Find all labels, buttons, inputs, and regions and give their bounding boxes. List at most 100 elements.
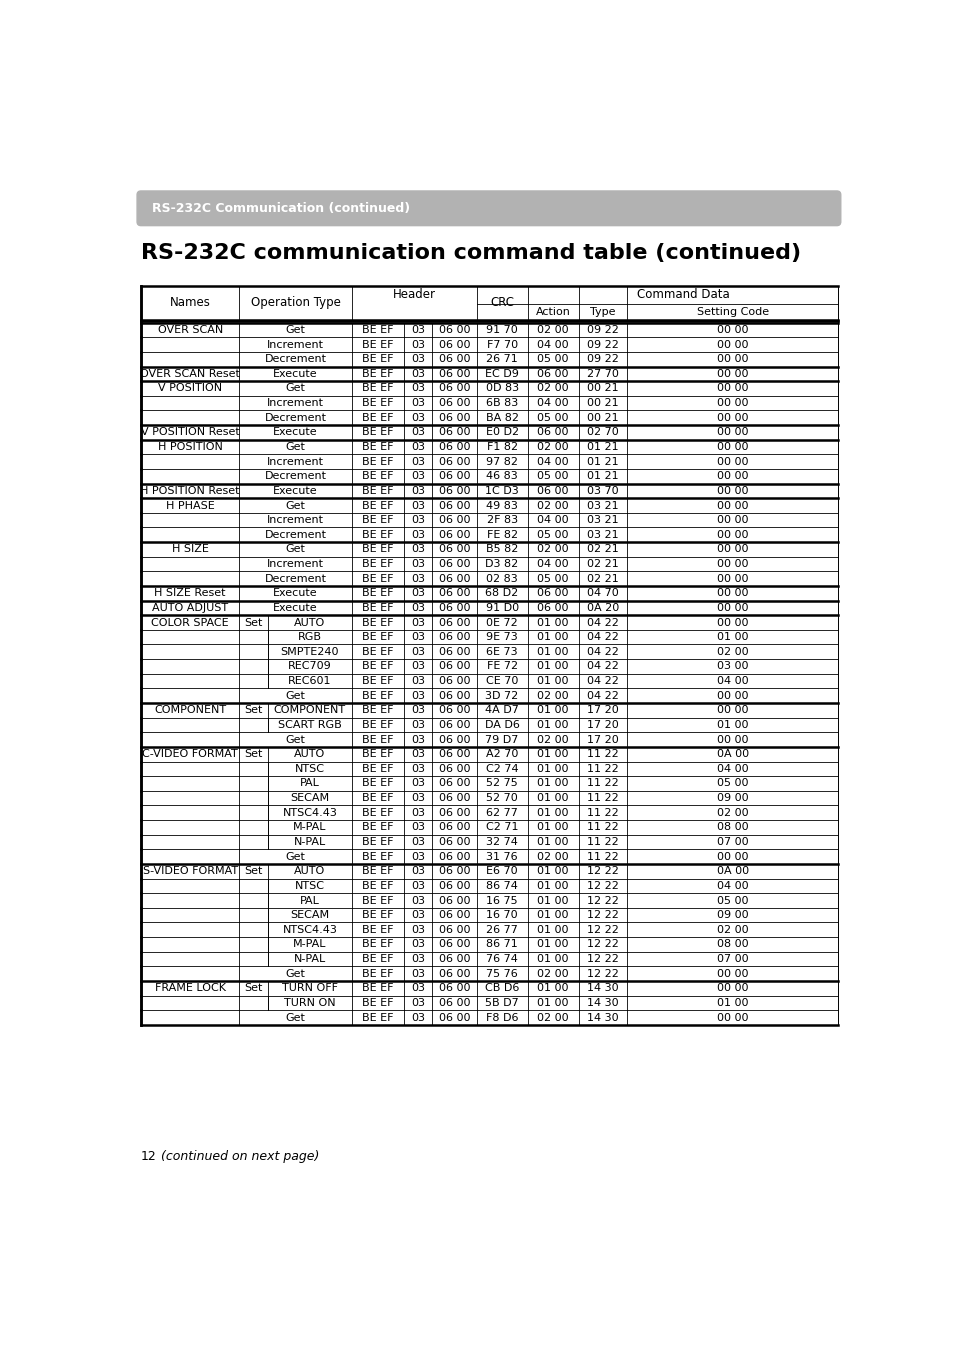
Text: Increment: Increment	[267, 515, 324, 525]
Text: 03: 03	[411, 895, 425, 906]
Text: 02 00: 02 00	[537, 852, 569, 861]
Text: 6B 83: 6B 83	[485, 398, 517, 408]
Text: Decrement: Decrement	[264, 574, 326, 584]
Text: 14 30: 14 30	[586, 983, 618, 994]
Text: 17 20: 17 20	[586, 705, 618, 715]
Text: H SIZE Reset: H SIZE Reset	[154, 588, 226, 598]
Text: 06 00: 06 00	[438, 428, 470, 437]
Text: 04 00: 04 00	[537, 340, 569, 349]
Text: S-VIDEO FORMAT: S-VIDEO FORMAT	[142, 867, 237, 876]
Text: Execute: Execute	[273, 603, 317, 613]
Text: Increment: Increment	[267, 559, 324, 569]
Text: 06 00: 06 00	[438, 779, 470, 788]
Text: 01 00: 01 00	[537, 895, 568, 906]
Text: 03 21: 03 21	[586, 515, 618, 525]
Text: 00 00: 00 00	[716, 603, 747, 613]
Text: 08 00: 08 00	[716, 940, 748, 949]
Text: CE 70: CE 70	[485, 676, 517, 686]
Text: 03: 03	[411, 968, 425, 979]
Text: 27 70: 27 70	[586, 368, 618, 379]
Text: 06 00: 06 00	[438, 705, 470, 715]
Text: E6 70: E6 70	[486, 867, 517, 876]
Text: 01 00: 01 00	[716, 998, 747, 1007]
Text: Get: Get	[285, 1013, 305, 1022]
Text: 06 00: 06 00	[438, 588, 470, 598]
Text: COLOR SPACE: COLOR SPACE	[152, 617, 229, 627]
Text: 03: 03	[411, 691, 425, 701]
Text: 01 00: 01 00	[537, 632, 568, 642]
Text: 05 00: 05 00	[537, 529, 568, 540]
Text: 03: 03	[411, 383, 425, 394]
Text: 08 00: 08 00	[716, 822, 748, 833]
Text: 06 00: 06 00	[438, 486, 470, 496]
Text: Set: Set	[244, 617, 263, 627]
Text: 16 70: 16 70	[486, 910, 517, 921]
Text: EC D9: EC D9	[485, 368, 518, 379]
Text: BE EF: BE EF	[361, 779, 393, 788]
Text: BE EF: BE EF	[361, 837, 393, 848]
Text: 06 00: 06 00	[537, 588, 568, 598]
Text: 06 00: 06 00	[438, 456, 470, 467]
Text: 05 00: 05 00	[537, 574, 568, 584]
Text: 03: 03	[411, 515, 425, 525]
Text: 03: 03	[411, 617, 425, 627]
Text: 03: 03	[411, 735, 425, 745]
Text: V POSITION: V POSITION	[158, 383, 222, 394]
Text: 00 21: 00 21	[586, 398, 618, 408]
Text: 06 00: 06 00	[438, 501, 470, 510]
Text: NTSC4.43: NTSC4.43	[282, 808, 337, 818]
Text: 06 00: 06 00	[438, 764, 470, 774]
Text: Execute: Execute	[273, 486, 317, 496]
Text: 06 00: 06 00	[537, 486, 568, 496]
Text: BE EF: BE EF	[361, 428, 393, 437]
Text: PAL: PAL	[299, 779, 319, 788]
Text: 12: 12	[141, 1151, 156, 1163]
Text: 01 21: 01 21	[586, 456, 618, 467]
Text: 01 00: 01 00	[537, 955, 568, 964]
Text: 03: 03	[411, 925, 425, 934]
Text: 06 00: 06 00	[438, 720, 470, 730]
Text: 00 00: 00 00	[716, 544, 747, 554]
Text: 0A 20: 0A 20	[586, 603, 618, 613]
Text: RGB: RGB	[297, 632, 321, 642]
Text: 03: 03	[411, 867, 425, 876]
Text: BE EF: BE EF	[361, 456, 393, 467]
Text: 07 00: 07 00	[716, 837, 748, 848]
Text: 00 00: 00 00	[716, 968, 747, 979]
Text: 03: 03	[411, 398, 425, 408]
Text: 03: 03	[411, 837, 425, 848]
Text: Decrement: Decrement	[264, 413, 326, 422]
Text: 01 00: 01 00	[537, 705, 568, 715]
Text: Get: Get	[285, 544, 305, 554]
Text: 12 22: 12 22	[586, 881, 618, 891]
Text: N-PAL: N-PAL	[294, 837, 326, 848]
Text: 12 22: 12 22	[586, 867, 618, 876]
Text: 11 22: 11 22	[586, 779, 618, 788]
Text: Get: Get	[285, 383, 305, 394]
Text: BE EF: BE EF	[361, 691, 393, 701]
Text: 06 00: 06 00	[438, 559, 470, 569]
Text: 00 00: 00 00	[716, 456, 747, 467]
Text: 02 00: 02 00	[537, 544, 569, 554]
Text: COMPONENT: COMPONENT	[274, 705, 346, 715]
Text: 11 22: 11 22	[586, 822, 618, 833]
Text: 06 00: 06 00	[537, 603, 568, 613]
Text: H PHASE: H PHASE	[166, 501, 214, 510]
Text: 03: 03	[411, 529, 425, 540]
Text: 04 22: 04 22	[586, 676, 618, 686]
Text: 06 00: 06 00	[438, 368, 470, 379]
Text: N-PAL: N-PAL	[294, 955, 326, 964]
Text: F7 70: F7 70	[486, 340, 517, 349]
Text: 03: 03	[411, 632, 425, 642]
Text: 91 D0: 91 D0	[485, 603, 518, 613]
Text: 03: 03	[411, 574, 425, 584]
Text: BE EF: BE EF	[361, 968, 393, 979]
Text: H POSITION: H POSITION	[157, 441, 222, 452]
Text: 04 70: 04 70	[586, 588, 618, 598]
Text: TURN ON: TURN ON	[284, 998, 335, 1007]
Text: 6E 73: 6E 73	[486, 647, 517, 657]
Text: 52 70: 52 70	[486, 793, 517, 803]
Text: Set: Set	[244, 705, 263, 715]
Text: 5B D7: 5B D7	[485, 998, 518, 1007]
Text: 03: 03	[411, 793, 425, 803]
